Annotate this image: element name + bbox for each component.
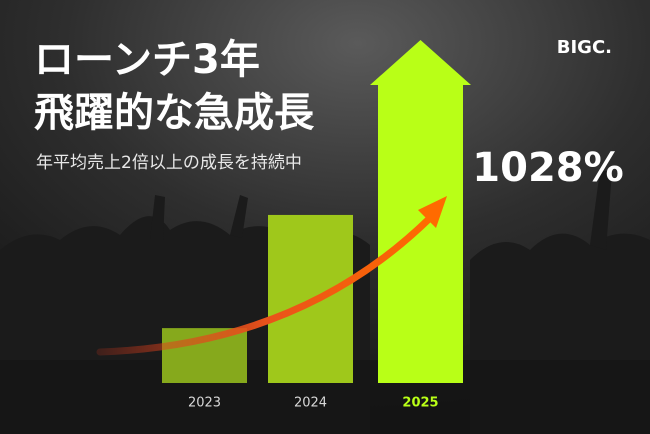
trend-arrow-head — [418, 196, 447, 228]
title-line: 飛躍的な急成長 — [34, 90, 315, 136]
x-tick-label: 2025 — [402, 396, 438, 411]
title-line: ローンチ3年 — [34, 37, 260, 83]
growth-annotation: 1028% — [472, 145, 623, 191]
subtitle: 年平均売上2倍以上の成長を持続中 — [36, 153, 302, 173]
trend-arrow — [96, 214, 434, 356]
brand-logo: BIGC. — [557, 37, 612, 58]
x-tick-label: 2023 — [188, 396, 221, 411]
x-tick-label: 2024 — [294, 396, 327, 411]
